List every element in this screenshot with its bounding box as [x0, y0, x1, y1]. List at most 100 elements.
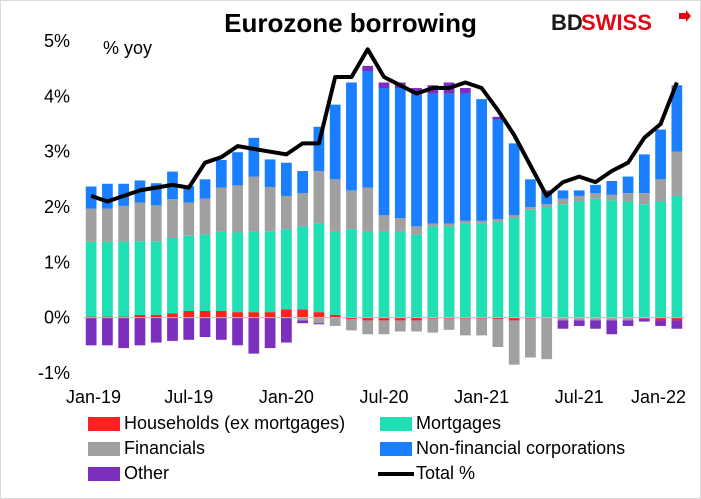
- legend-swatch: [88, 417, 120, 431]
- bar-mortgages: [394, 231, 406, 318]
- y-tick-label: 1%: [44, 252, 70, 272]
- bar-mortgages: [199, 234, 211, 312]
- x-tick-label: Jan-21: [454, 387, 509, 407]
- bar-financials: [150, 205, 162, 242]
- bar-financials-neg: [590, 317, 601, 321]
- bar-households-ex-mortgages-: [378, 317, 390, 321]
- bar-other: [199, 317, 211, 338]
- bar-households-ex-mortgages-: [199, 311, 211, 318]
- bar-non-financial-corporations: [411, 93, 422, 227]
- bar-mortgages: [476, 223, 487, 318]
- bar-non-financial-corporations: [281, 162, 292, 196]
- bar-mortgages: [297, 226, 309, 310]
- bar-other: [167, 317, 178, 341]
- brand-logo-bd: BD: [551, 10, 583, 34]
- bar-other: [134, 317, 146, 346]
- bar-households-ex-mortgages-: [346, 317, 357, 320]
- bar-non-financial-corporations: [541, 193, 553, 205]
- bar-other: [297, 320, 309, 324]
- x-tick-label: Jan-22: [631, 387, 686, 407]
- y-tick-label: 4%: [44, 86, 70, 106]
- bar-mortgages: [232, 232, 243, 313]
- bar-mortgages: [638, 204, 650, 318]
- bar-mortgages: [346, 229, 357, 318]
- bar-mortgages: [411, 234, 422, 318]
- bar-other: [215, 317, 227, 340]
- bar-non-financial-corporations: [443, 93, 455, 224]
- legend-swatch: [88, 467, 120, 481]
- bar-mortgages: [573, 201, 585, 318]
- bar-households-ex-mortgages-: [167, 313, 178, 318]
- bar-financials-neg: [492, 319, 504, 347]
- bar-other-neg: [573, 320, 585, 326]
- brand-arrow-icon: [679, 10, 691, 22]
- bar-other: [459, 88, 471, 94]
- bar-households-ex-mortgages-: [394, 317, 406, 321]
- bar-mortgages: [557, 204, 569, 318]
- bar-other: [85, 317, 97, 346]
- bar-households-ex-mortgages-: [313, 312, 325, 318]
- bar-non-financial-corporations: [492, 119, 504, 220]
- bar-households-ex-mortgages-: [329, 314, 341, 318]
- bar-non-financial-corporations: [264, 159, 276, 188]
- bar-financials-neg: [459, 318, 471, 336]
- bar-other: [264, 317, 276, 349]
- bar-households-ex-mortgages-: [281, 309, 292, 318]
- bar-financials-neg: [362, 320, 374, 335]
- bar-financials: [362, 187, 374, 232]
- bar-mortgages: [378, 231, 390, 318]
- bar-financials: [215, 187, 227, 232]
- bar-households-ex-mortgages-: [638, 317, 650, 319]
- bar-households-ex-mortgages-: [215, 311, 227, 318]
- bar-financials: [264, 187, 276, 232]
- bar-financials: [248, 176, 260, 232]
- bar-households-ex-mortgages-: [671, 317, 683, 321]
- bar-mortgages: [264, 231, 276, 313]
- x-tick-label: Jul-21: [555, 387, 604, 407]
- bar-other-neg: [671, 320, 683, 329]
- bar-non-financial-corporations: [232, 152, 243, 186]
- bar-non-financial-corporations: [508, 143, 520, 216]
- bar-other-neg: [606, 320, 618, 335]
- bar-financials: [638, 193, 650, 205]
- legend-swatch: [380, 442, 412, 456]
- bar-financials: [297, 193, 309, 227]
- bar-financials-neg: [394, 320, 406, 332]
- bar-non-financial-corporations: [313, 126, 325, 172]
- bar-non-financial-corporations: [199, 179, 211, 199]
- bar-non-financial-corporations: [573, 190, 585, 196]
- x-tick-label: Jul-19: [164, 387, 213, 407]
- bar-other: [183, 317, 195, 340]
- y-axis-label: % yoy: [103, 38, 153, 58]
- legend-label: Other: [124, 463, 170, 483]
- chart-title: Eurozone borrowing: [224, 8, 477, 38]
- bar-financials-neg: [313, 317, 325, 324]
- bar-other-neg: [557, 320, 569, 329]
- bar-financials-neg: [525, 318, 536, 358]
- bar-non-financial-corporations: [525, 179, 536, 207]
- bar-mortgages: [118, 241, 130, 317]
- bar-non-financial-corporations: [476, 99, 487, 221]
- bar-non-financial-corporations: [102, 183, 113, 209]
- x-tick-label: Jul-20: [359, 387, 408, 407]
- bar-financials: [557, 198, 569, 205]
- bar-financials-neg: [329, 317, 341, 326]
- legend-label: Households (ex mortgages): [124, 413, 346, 433]
- bar-mortgages: [150, 241, 162, 315]
- bar-mortgages: [443, 226, 455, 318]
- bar-financials-neg: [427, 318, 439, 333]
- bar-other: [118, 317, 130, 349]
- bar-mortgages: [313, 223, 325, 313]
- legend-swatch: [380, 417, 412, 431]
- bar-mortgages: [492, 221, 504, 318]
- bar-financials: [394, 218, 406, 232]
- bar-households-ex-mortgages-: [248, 312, 260, 318]
- bar-households-ex-mortgages-: [150, 314, 162, 318]
- y-tick-label: 3%: [44, 142, 70, 162]
- bar-other: [281, 317, 292, 343]
- bar-households-ex-mortgages-: [443, 317, 455, 319]
- bar-mortgages: [671, 195, 683, 318]
- bar-financials: [443, 223, 455, 227]
- bar-non-financial-corporations: [248, 137, 260, 177]
- bar-non-financial-corporations: [606, 180, 618, 195]
